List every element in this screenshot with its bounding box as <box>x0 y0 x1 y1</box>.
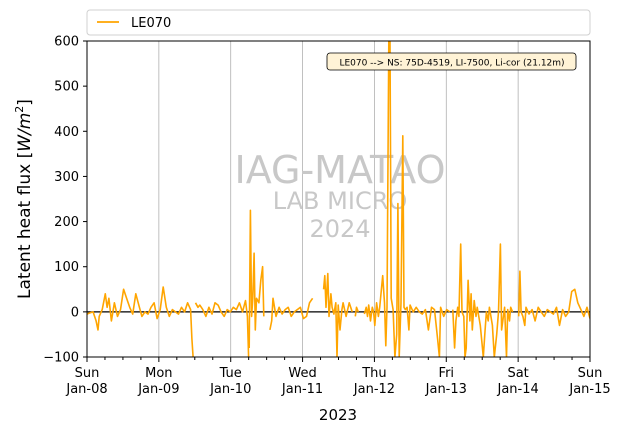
series-segment-1 <box>194 299 250 357</box>
x-tick-day: Mon <box>145 366 172 381</box>
y-axis: −100 0 100 200 300 400 500 600 <box>43 35 87 366</box>
y-tick-label: 500 <box>54 80 79 95</box>
series-segment-2 <box>248 209 265 349</box>
legend: LE070 <box>86 9 591 36</box>
y-axis-label-close: ] <box>15 99 35 106</box>
x-tick-date: Jan-10 <box>209 382 251 397</box>
y-tick-label: 400 <box>54 125 79 140</box>
x-tick-date: Jan-14 <box>497 382 539 397</box>
series-segment-8 <box>517 270 590 327</box>
y-tick-label: 100 <box>54 260 79 275</box>
legend-box <box>86 9 591 36</box>
series-line-le070 <box>87 41 590 357</box>
series-segment-3 <box>269 297 314 331</box>
y-axis-label-main: Latent heat flux [ <box>15 152 35 299</box>
x-axis-label: 2023 <box>319 406 357 424</box>
legend-label: LE070 <box>131 16 171 31</box>
x-tick-day: Fri <box>439 366 455 381</box>
x-tick-date: Jan-15 <box>568 382 610 397</box>
annotation-text: LE070 --> NS: 75D-4519, LI-7500, Li-cor … <box>339 59 564 69</box>
watermark: IAG-MATAO LAB MICRO 2024 <box>234 148 445 243</box>
series-segment-0 <box>87 286 194 357</box>
series-segment-4 <box>322 272 353 357</box>
x-tick-date: Jan-09 <box>137 382 179 397</box>
y-axis-label-unit-w: W <box>15 134 35 152</box>
y-tick-label: 300 <box>54 170 79 185</box>
annotation: LE070 --> NS: 75D-4519, LI-7500, Li-cor … <box>326 52 577 71</box>
x-tick-day: Wed <box>288 366 316 381</box>
x-tick-day: Sat <box>507 366 528 381</box>
y-tick-label: 200 <box>54 215 79 230</box>
watermark-year: 2024 <box>309 215 370 243</box>
y-tick-label: −100 <box>43 351 79 366</box>
annotation-box <box>326 52 577 71</box>
y-tick-label: 600 <box>54 35 79 50</box>
x-axis: SunJan-08MonJan-09TueJan-10WedJan-11ThuJ… <box>65 357 611 397</box>
y-axis-label-exponent: 2 <box>13 106 26 113</box>
x-tick-day: Sun <box>75 366 100 381</box>
series-segment-5 <box>354 306 360 317</box>
x-tick-date: Jan-13 <box>425 382 467 397</box>
grid-lines <box>158 41 519 357</box>
x-tick-day: Sun <box>578 366 603 381</box>
watermark-title: IAG-MATAO <box>234 148 445 192</box>
x-tick-date: Jan-08 <box>65 382 107 397</box>
y-axis-label: Latent heat flux [W/m2] <box>13 99 35 299</box>
y-tick-label: 0 <box>71 305 79 320</box>
y-axis-label-unit-m: /m <box>15 113 35 137</box>
x-tick-day: Tue <box>219 366 242 381</box>
series-segment-7 <box>452 243 514 357</box>
x-tick-date: Jan-11 <box>281 382 323 397</box>
x-tick-date: Jan-12 <box>353 382 395 397</box>
x-tick-day: Thu <box>361 366 386 381</box>
series-segment-6 <box>363 41 451 357</box>
watermark-subtitle: LAB MICRO <box>273 187 408 215</box>
